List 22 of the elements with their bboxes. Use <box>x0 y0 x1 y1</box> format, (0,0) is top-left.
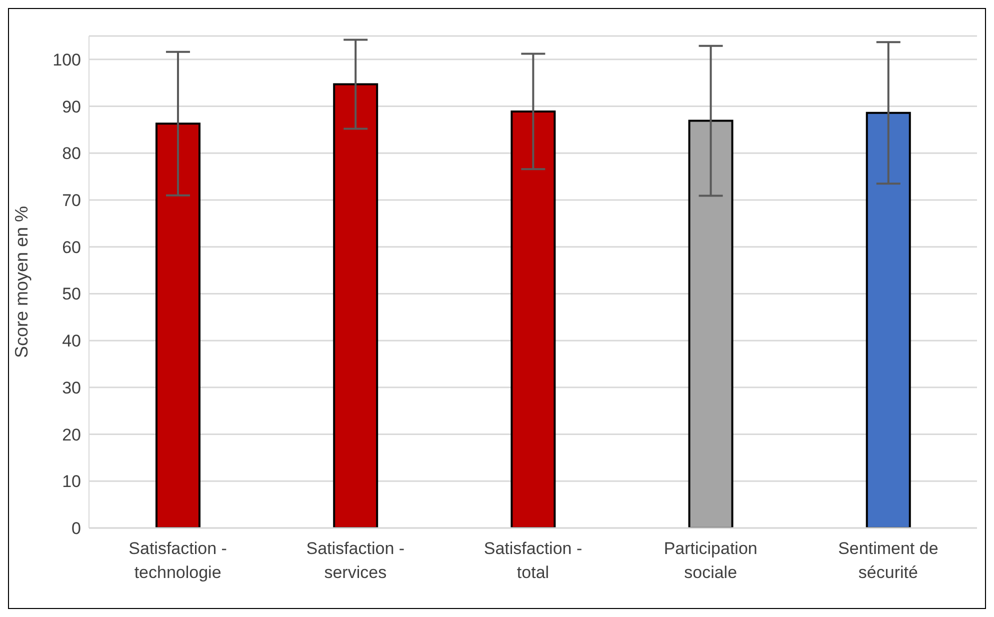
bar <box>866 112 911 528</box>
x-tick-label: Participation sociale <box>664 539 758 582</box>
y-tick-label: 40 <box>62 332 81 351</box>
y-tick-label: 50 <box>62 284 81 304</box>
y-tick-label: 0 <box>72 519 81 538</box>
bar <box>155 122 200 528</box>
x-tick-label: Satisfaction - total <box>484 539 582 582</box>
bar <box>333 83 378 528</box>
x-tick-label: Satisfaction - services <box>306 539 405 582</box>
y-tick-label: 80 <box>62 144 81 164</box>
y-tick-label: 90 <box>62 97 81 116</box>
y-tick-label: 60 <box>62 238 81 257</box>
y-tick-label: 20 <box>62 425 81 444</box>
y-tick-label: 10 <box>62 472 81 492</box>
bar <box>510 110 556 528</box>
y-tick-label: 30 <box>62 378 81 398</box>
y-axis-title: Score moyen en % <box>11 206 32 358</box>
y-tick-label: 100 <box>52 50 81 70</box>
x-tick-label: Sentiment de sécurité <box>838 539 938 582</box>
x-tick-label: Satisfaction - technologie <box>128 539 227 582</box>
bar <box>688 120 734 528</box>
y-tick-label: 70 <box>62 191 81 210</box>
